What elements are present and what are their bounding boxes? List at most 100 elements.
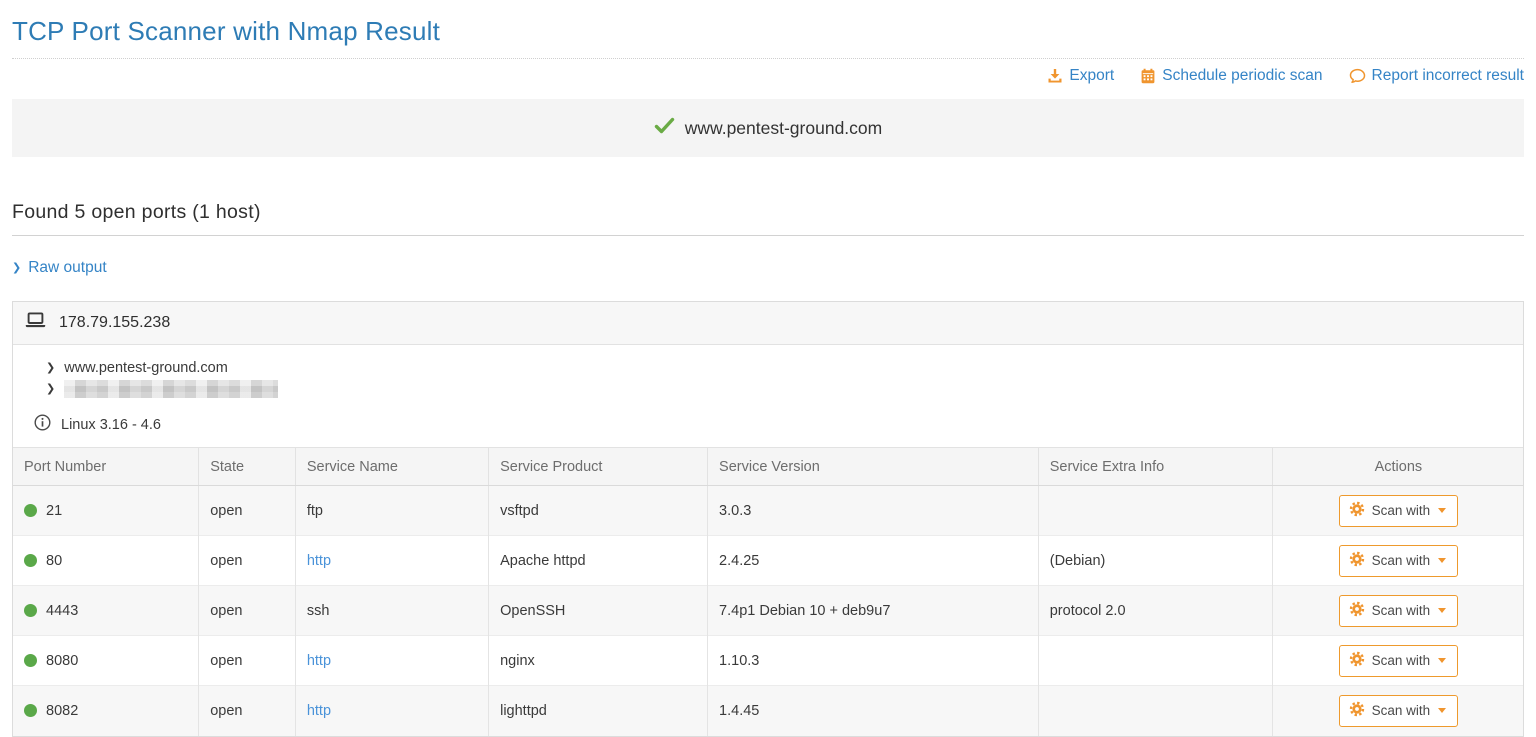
table-row: 8082 open http lighttpd 1.4.45 Scan with (13, 686, 1523, 736)
report-incorrect-result-link[interactable]: Report incorrect result (1349, 67, 1524, 85)
scan-with-button[interactable]: Scan with (1339, 545, 1459, 577)
gear-icon (1349, 601, 1365, 621)
table-header-row: Port Number State Service Name Service P… (13, 448, 1523, 486)
scan-with-button[interactable]: Scan with (1339, 495, 1459, 527)
caret-down-icon (1438, 658, 1446, 663)
port-number: 8082 (46, 703, 78, 719)
gear-icon (1349, 551, 1365, 571)
service-extra-info (1038, 686, 1272, 736)
port-number: 8080 (46, 653, 78, 669)
host-ip: 178.79.155.238 (59, 314, 170, 332)
chevron-right-icon: ❯ (46, 363, 55, 374)
service-extra-info (1038, 636, 1272, 686)
column-header-actions: Actions (1272, 448, 1523, 486)
speech-bubble-icon (1349, 68, 1366, 84)
service-name: ssh (307, 603, 330, 619)
host-hostname: www.pentest-ground.com (64, 360, 228, 376)
info-icon (34, 414, 51, 435)
raw-output-label: Raw output (28, 259, 106, 277)
scan-with-label: Scan with (1372, 703, 1431, 719)
column-header-port-number: Port Number (13, 448, 199, 486)
export-link[interactable]: Export (1047, 67, 1114, 85)
caret-down-icon (1438, 608, 1446, 613)
column-header-state: State (199, 448, 296, 486)
service-name-link[interactable]: http (307, 703, 331, 719)
service-version: 7.4p1 Debian 10 + deb9u7 (708, 586, 1039, 636)
column-header-service-version: Service Version (708, 448, 1039, 486)
column-header-service-product: Service Product (489, 448, 708, 486)
gear-icon (1349, 701, 1365, 721)
service-product: nginx (489, 636, 708, 686)
table-row: 8080 open http nginx 1.10.3 Scan with (13, 636, 1523, 686)
raw-output-link[interactable]: ❯ Raw output (12, 259, 107, 277)
service-name-link[interactable]: http (307, 653, 331, 669)
scan-with-label: Scan with (1372, 503, 1431, 519)
host-os-row: Linux 3.16 - 4.6 (25, 414, 1511, 435)
ports-table: Port Number State Service Name Service P… (13, 447, 1523, 736)
service-version: 3.0.3 (708, 486, 1039, 536)
export-label: Export (1069, 67, 1114, 85)
scan-with-label: Scan with (1372, 603, 1431, 619)
caret-down-icon (1438, 708, 1446, 713)
calendar-icon (1140, 68, 1156, 84)
gear-icon (1349, 651, 1365, 671)
scan-with-button[interactable]: Scan with (1339, 645, 1459, 677)
port-state: open (199, 486, 296, 536)
open-port-status-dot (24, 554, 37, 567)
gear-icon (1349, 501, 1365, 521)
target-banner: www.pentest-ground.com (12, 99, 1524, 157)
port-state: open (199, 636, 296, 686)
page: TCP Port Scanner with Nmap Result Export… (0, 0, 1536, 737)
table-row: 80 open http Apache httpd 2.4.25 (Debian… (13, 536, 1523, 586)
caret-down-icon (1438, 508, 1446, 513)
host-panel: 178.79.155.238 ❯ www.pentest-ground.com … (12, 301, 1524, 737)
service-extra-info (1038, 486, 1272, 536)
port-number: 4443 (46, 603, 78, 619)
service-version: 2.4.25 (708, 536, 1039, 586)
check-icon (654, 117, 675, 139)
table-row: 21 open ftp vsftpd 3.0.3 Scan with (13, 486, 1523, 536)
chevron-right-icon: ❯ (46, 384, 55, 395)
open-port-status-dot (24, 704, 37, 717)
service-version: 1.4.45 (708, 686, 1039, 736)
host-header: 178.79.155.238 (13, 302, 1523, 345)
summary-heading: Found 5 open ports (1 host) (12, 201, 1524, 236)
target-hostname: www.pentest-ground.com (685, 118, 882, 139)
open-port-status-dot (24, 504, 37, 517)
table-row: 4443 open ssh OpenSSH 7.4p1 Debian 10 + … (13, 586, 1523, 636)
schedule-label: Schedule periodic scan (1162, 67, 1322, 85)
scan-with-button[interactable]: Scan with (1339, 595, 1459, 627)
scan-with-label: Scan with (1372, 653, 1431, 669)
chevron-right-icon: ❯ (12, 263, 21, 274)
column-header-service-extra-info: Service Extra Info (1038, 448, 1272, 486)
host-details: ❯ www.pentest-ground.com ❯ Linux 3.16 - … (13, 345, 1523, 447)
caret-down-icon (1438, 558, 1446, 563)
open-port-status-dot (24, 604, 37, 617)
port-state: open (199, 536, 296, 586)
host-hostname-row: ❯ (25, 378, 1511, 400)
service-extra-info: protocol 2.0 (1038, 586, 1272, 636)
port-number: 21 (46, 503, 62, 519)
scan-with-button[interactable]: Scan with (1339, 695, 1459, 727)
report-label: Report incorrect result (1372, 67, 1524, 85)
column-header-service-name: Service Name (295, 448, 488, 486)
service-product: lighttpd (489, 686, 708, 736)
service-name-link[interactable]: http (307, 553, 331, 569)
download-icon (1047, 68, 1063, 84)
page-title: TCP Port Scanner with Nmap Result (12, 0, 1524, 47)
service-product: Apache httpd (489, 536, 708, 586)
computer-icon (25, 312, 46, 334)
service-product: OpenSSH (489, 586, 708, 636)
service-product: vsftpd (489, 486, 708, 536)
port-state: open (199, 686, 296, 736)
port-number: 80 (46, 553, 62, 569)
port-state: open (199, 586, 296, 636)
service-extra-info: (Debian) (1038, 536, 1272, 586)
service-version: 1.10.3 (708, 636, 1039, 686)
redacted-hostname (64, 380, 278, 398)
open-port-status-dot (24, 654, 37, 667)
scan-with-label: Scan with (1372, 553, 1431, 569)
schedule-periodic-scan-link[interactable]: Schedule periodic scan (1140, 67, 1322, 85)
toolbar: Export Schedule periodic scan Report inc… (12, 58, 1524, 85)
host-hostname-row: ❯ www.pentest-ground.com (25, 358, 1511, 378)
